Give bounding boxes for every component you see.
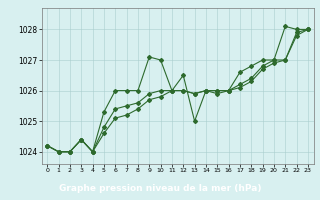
Text: Graphe pression niveau de la mer (hPa): Graphe pression niveau de la mer (hPa) [59, 184, 261, 193]
